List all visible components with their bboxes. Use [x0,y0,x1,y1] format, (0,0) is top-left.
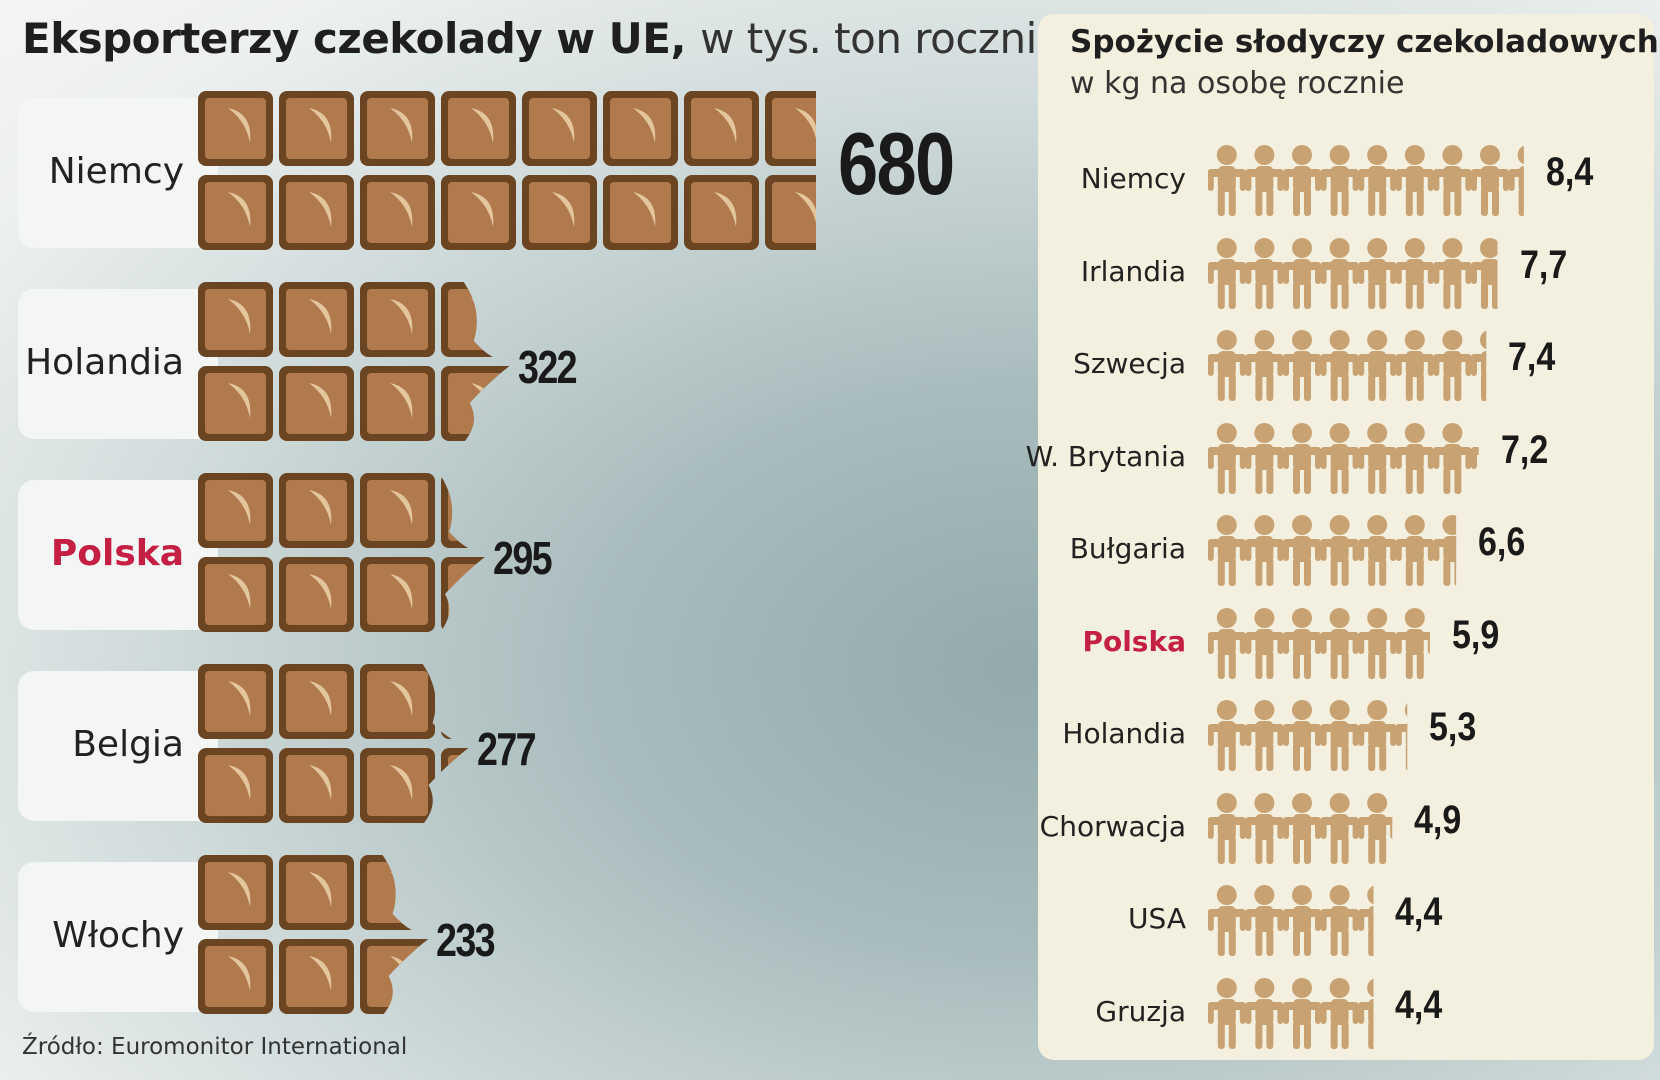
consumption-label: Szwecja [1073,347,1186,380]
consumption-label: Gruzja [1095,994,1186,1028]
person-figures [1208,885,1374,956]
person-figures [1208,330,1487,401]
consumption-subtitle: w kg na osobę rocznie [1070,66,1405,101]
exporter-label: Włochy [52,915,184,956]
consumption-value: 5,9 [1451,612,1500,657]
exporter-label: Belgia [72,724,184,765]
person-figures [1208,977,1374,1049]
consumption-value: 7,7 [1519,242,1567,287]
consumption-value: 8,4 [1545,150,1594,194]
consumption-label: Niemcy [1080,162,1186,195]
exporter-value: 680 [838,114,955,213]
chocolate-bar [198,282,514,441]
person-figures [1208,792,1393,864]
exporter-value: 233 [436,914,496,966]
title-main: Eksporterzy czekolady w UE, [22,14,686,63]
consumption-label: Polska [1082,624,1186,658]
exporter-value: 322 [517,341,578,393]
source-note: Źródło: Euromonitor International [22,1034,408,1060]
exporter-value: 277 [476,723,537,775]
chart-title: Eksporterzy czekolady w UE, w tys. ton r… [22,14,1063,63]
person-figures [1208,607,1430,679]
exporter-label: Niemcy [48,151,184,192]
chocolate-bar [198,473,489,632]
exporter-label: Holandia [25,342,184,383]
person-figures [1208,515,1457,586]
exporter-row-bg [18,480,218,630]
consumption-value: 4,4 [1395,890,1443,934]
consumption-value: 4,4 [1395,982,1443,1027]
consumption-title: Spożycie słodyczy czekoladowych [1070,24,1659,60]
title-unit: w tys. ton rocznie [700,14,1063,63]
consumption-label: Chorwacja [1039,809,1186,843]
consumption-label: Holandia [1062,717,1186,750]
consumption-value: 5,3 [1429,705,1477,749]
exporter-row-bg [18,671,218,821]
consumption-value: 7,2 [1500,427,1548,472]
person-figures [1208,237,1498,309]
person-figures [1208,422,1479,494]
consumption-label: Irlandia [1080,254,1186,288]
consumption-label: USA [1128,902,1186,935]
person-figures [1208,145,1524,216]
chocolate-bar [198,91,816,250]
exporter-row-bg [18,289,218,439]
chocolate-bar [198,664,473,823]
consumption-panel: Spożycie słodyczy czekoladowych w kg na … [1026,14,1659,1060]
consumption-value: 6,6 [1478,520,1526,564]
chocolate-bar [198,855,433,1014]
exporter-value: 295 [492,532,553,584]
consumption-value: 7,4 [1508,335,1556,379]
exporter-row-bg [18,98,218,248]
person-figures [1208,700,1408,771]
consumption-label: W. Brytania [1025,439,1186,473]
consumption-value: 4,9 [1414,797,1462,842]
exporter-label: Polska [50,533,184,574]
exporter-row-bg [18,862,218,1012]
consumption-label: Bułgaria [1069,532,1186,565]
